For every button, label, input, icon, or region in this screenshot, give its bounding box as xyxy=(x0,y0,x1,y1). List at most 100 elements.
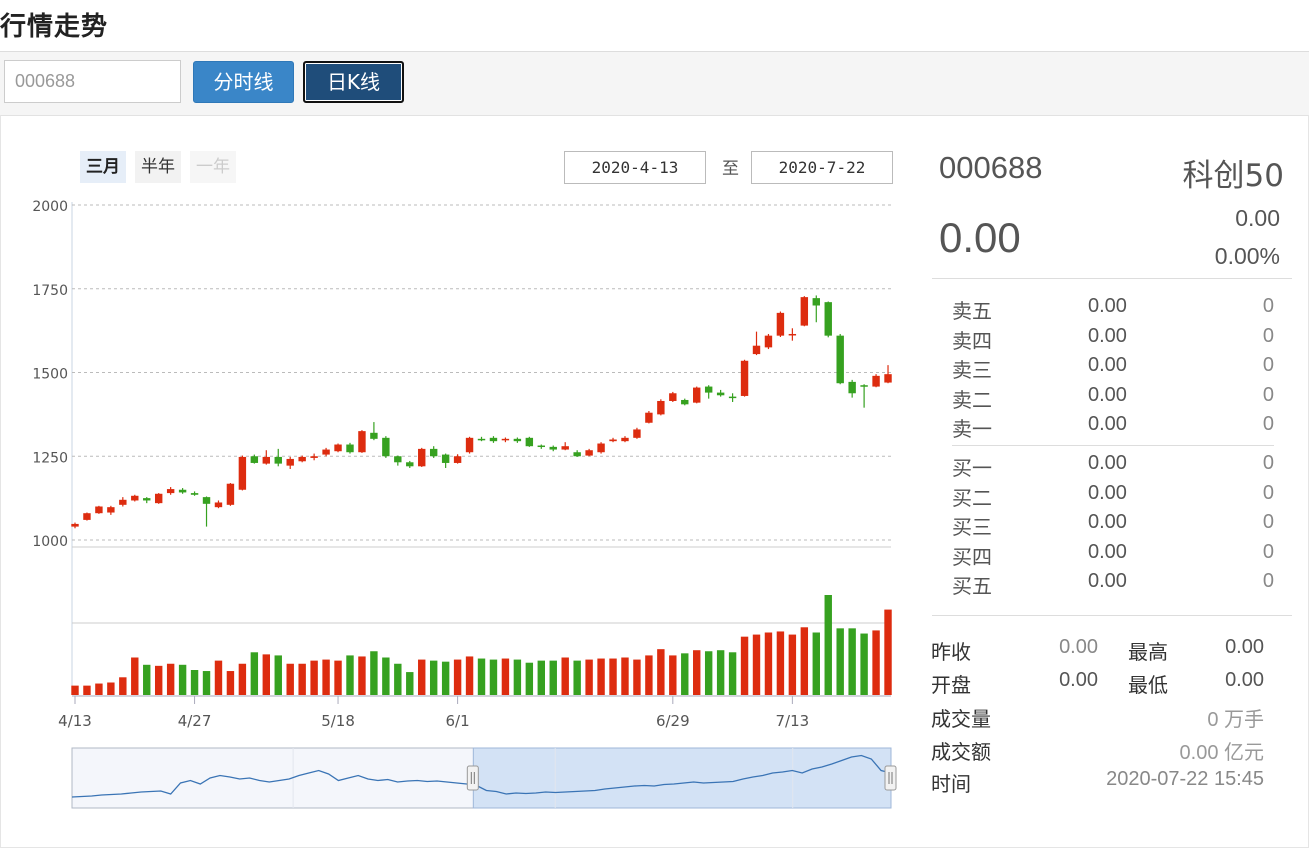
candle-body xyxy=(645,412,653,423)
volume-bar xyxy=(238,663,247,695)
volume-bar xyxy=(836,628,844,695)
candle-body xyxy=(501,438,510,441)
orderbook-vol: 0 xyxy=(1262,481,1274,504)
volume-bar xyxy=(394,663,402,695)
volume-bar xyxy=(477,658,486,695)
range-3-months-tab[interactable]: 三月 xyxy=(80,151,126,183)
candle-body xyxy=(250,456,259,463)
price-change-percent: 0.00% xyxy=(1214,243,1280,269)
intraday-chart-button[interactable]: 分时线 xyxy=(193,61,294,103)
candle-body xyxy=(238,456,247,490)
volume-bar xyxy=(166,663,175,695)
price-axis: 2000 1750 1500 1250 1000 xyxy=(32,199,68,550)
range-navigator[interactable] xyxy=(71,747,897,809)
open-value: 0.00 xyxy=(1059,669,1098,691)
candle-body xyxy=(95,506,103,514)
divider xyxy=(932,615,1292,616)
volume-bar xyxy=(262,654,271,695)
candle-body xyxy=(370,432,378,439)
volume-bar xyxy=(274,655,282,695)
open-label: 开盘 xyxy=(931,673,971,697)
candlesticks xyxy=(71,295,892,529)
high-label: 最高 xyxy=(1128,640,1168,664)
candle-body xyxy=(633,429,641,438)
volume-bar xyxy=(418,659,426,695)
volume-bar xyxy=(860,633,868,695)
orderbook-price: 0.00 xyxy=(1088,383,1127,406)
y-tick-label: 1250 xyxy=(32,450,68,466)
range-1-year-tab[interactable]: 一年 xyxy=(190,151,236,183)
orderbook-row: 卖四 0.00 0 xyxy=(952,325,1274,354)
volume-bar xyxy=(95,683,103,695)
volume-bar xyxy=(441,661,450,695)
candle-body xyxy=(214,502,223,508)
volume-bar xyxy=(119,677,127,695)
x-tick-label: 5/18 xyxy=(321,712,355,730)
candle-body xyxy=(525,437,534,447)
daily-kline-button[interactable]: 日K线 xyxy=(303,61,404,103)
navigator-handle[interactable] xyxy=(884,765,897,791)
candle-body xyxy=(429,448,438,457)
orderbook-label: 卖三 xyxy=(952,358,992,382)
orderbook-price: 0.00 xyxy=(1088,540,1127,563)
orderbook-row: 卖五 0.00 0 xyxy=(952,295,1274,324)
time-label: 时间 xyxy=(931,772,971,796)
candle-body xyxy=(334,444,342,452)
candle-body xyxy=(346,444,354,453)
orderbook-vol: 0 xyxy=(1262,540,1274,563)
orderbook-vol: 0 xyxy=(1262,354,1274,376)
volume-bar xyxy=(501,658,510,695)
volume-bars xyxy=(71,595,892,695)
volume-bar xyxy=(848,628,856,695)
volume-bar xyxy=(286,663,294,695)
orderbook-price: 0.00 xyxy=(1088,295,1127,317)
volume-bar xyxy=(884,609,892,695)
kline-chart[interactable]: 2000 1750 1500 1250 1000 4/13 4/27 5/18 6/1 6/29… xyxy=(0,0,900,830)
candle-body xyxy=(262,456,271,464)
candle-body xyxy=(788,333,797,336)
volume-bar xyxy=(310,660,318,695)
volume-bar xyxy=(716,650,725,695)
orderbook-label: 卖一 xyxy=(952,417,992,441)
volume-bar xyxy=(465,656,474,695)
orderbook-label: 买五 xyxy=(952,574,992,598)
stock-code-input[interactable] xyxy=(4,60,181,103)
candle-body xyxy=(178,489,187,493)
orderbook-row: 卖三 0.00 0 xyxy=(952,354,1274,383)
candle-body xyxy=(657,400,665,415)
navigator-handle[interactable] xyxy=(466,765,479,791)
candle-body xyxy=(131,495,139,501)
x-tick-label: 6/1 xyxy=(446,712,470,730)
orderbook-vol: 0 xyxy=(1262,324,1274,347)
volume-bar xyxy=(334,660,342,695)
volume-bar xyxy=(453,659,462,695)
candle-body xyxy=(740,360,749,396)
volume-bar xyxy=(226,671,235,695)
candle-body xyxy=(83,513,91,520)
candle-body xyxy=(286,458,294,466)
volume-bar xyxy=(633,659,641,695)
volume-bar xyxy=(131,657,139,695)
date-to-input[interactable]: 2020-7-22 xyxy=(751,151,893,184)
range-6-months-tab[interactable]: 半年 xyxy=(135,151,181,183)
price-gridlines xyxy=(71,202,891,697)
volume-bar xyxy=(107,682,115,695)
candle-body xyxy=(298,456,306,462)
x-tick-label: 4/13 xyxy=(58,712,92,730)
volume-bar xyxy=(190,670,199,695)
volume-bar xyxy=(597,658,605,695)
low-value: 0.00 xyxy=(1225,669,1264,691)
volume-bar xyxy=(525,662,534,695)
volume-bar xyxy=(812,632,820,695)
candle-body xyxy=(764,335,773,348)
volume-bar xyxy=(764,632,773,695)
candle-body xyxy=(202,497,211,504)
candle-body xyxy=(824,302,832,336)
low-label: 最低 xyxy=(1128,673,1168,697)
volume-bar xyxy=(71,685,79,695)
date-from-input[interactable]: 2020-4-13 xyxy=(564,151,706,184)
orderbook-vol: 0 xyxy=(1262,295,1274,317)
candle-body xyxy=(836,335,844,384)
orderbook-row: 买二 0.00 0 xyxy=(952,482,1274,511)
candle-body xyxy=(872,375,880,387)
